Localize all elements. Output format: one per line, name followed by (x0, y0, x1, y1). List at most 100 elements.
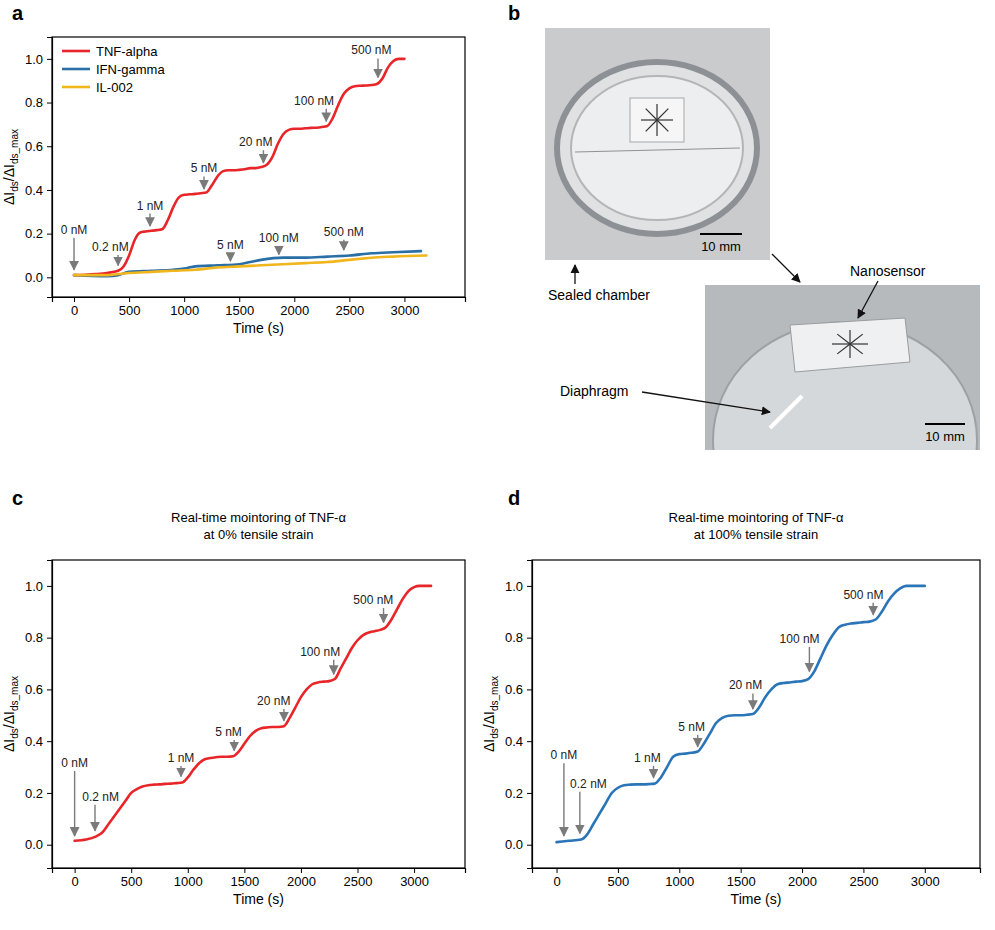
y-tick-label: 0.8 (505, 630, 523, 645)
panel: dReal-time mointoring of TNF-αat 100% te… (481, 487, 981, 907)
x-tick-label: 3000 (911, 874, 940, 889)
annotation-arrow (809, 647, 810, 672)
photo: 10 mm (545, 28, 770, 260)
x-axis-line (53, 298, 466, 303)
y-tick: 1.0 (505, 579, 532, 594)
y-axis-title-subscript: ds (9, 728, 20, 739)
x-tick-label: 500 (121, 874, 143, 889)
panel-label: b (508, 2, 520, 24)
x-tick-mark (557, 868, 558, 873)
x-tick-mark (414, 868, 415, 873)
sensor-electrode (837, 334, 850, 344)
photo-panel: b10 mm10 mmSealed chamberNanosensorDiaph… (508, 2, 980, 558)
x-axis-line (533, 869, 981, 874)
sensor-electrode (657, 109, 668, 120)
x-tick-label: 1000 (170, 303, 199, 318)
y-tick-label: 0.6 (25, 682, 43, 697)
x-tick-label: 500 (119, 303, 141, 318)
y-tick-mark (47, 741, 52, 742)
sensor-film (630, 98, 684, 142)
y-axis-title-part: /ΔI (1, 164, 17, 181)
annotation-arrow (263, 150, 264, 162)
y-tick-label: 0.4 (25, 183, 43, 198)
x-tick-label: 1000 (174, 874, 203, 889)
scale-bar-label: 10 mm (925, 429, 965, 444)
y-axis-title-part: /ΔI (1, 711, 17, 728)
y-tick: 0.0 (505, 837, 532, 852)
x-tick-mark (239, 297, 240, 302)
y-tick-mark (47, 689, 52, 690)
y-tick-label: 0.0 (25, 837, 43, 852)
annotations: 0 nM0.2 nM1 nM5 nM20 nM100 nM500 nM (61, 593, 393, 836)
annotation-arrow (203, 176, 204, 188)
legend-label: IL-002 (96, 80, 133, 95)
x-tick-label: 2000 (788, 874, 817, 889)
x-tick: 1000 (665, 868, 694, 889)
y-axis-title-part: ΔI (1, 192, 17, 205)
panel: cReal-time mointoring of TNF-αat 0% tens… (1, 487, 466, 907)
x-axis-title: Time (s) (233, 320, 284, 336)
callout-arrow (642, 392, 770, 412)
x-tick-label: 1500 (727, 874, 756, 889)
sensor-electrode (850, 334, 863, 344)
sensor-electrode (837, 344, 850, 354)
plot-frame (52, 560, 465, 868)
y-tick-mark (527, 586, 532, 587)
x-axis-title: Time (s) (233, 891, 284, 907)
x-tick-label: 2000 (280, 303, 309, 318)
y-tick-mark (47, 234, 52, 235)
annotation-arrow (377, 58, 378, 77)
x-tick-mark (75, 868, 76, 873)
annotation-arrow (94, 805, 95, 831)
y-tick: 0.0 (25, 270, 52, 285)
x-tick-mark (863, 868, 864, 873)
x-tick-mark (301, 868, 302, 873)
annotation-label: 100 nM (294, 94, 334, 108)
y-tick: 0.0 (25, 837, 52, 852)
y-axis-title-subscript: ds (489, 728, 500, 739)
x-tick-mark (925, 868, 926, 873)
plot-area (75, 586, 431, 841)
y-tick-mark (47, 277, 52, 278)
sensor-electrode (832, 343, 850, 344)
photo-callout: Nanosensor (850, 263, 926, 279)
y-axis-title: ΔIds/ΔIds_max (1, 129, 20, 205)
legend-label: IFN-gamma (96, 62, 165, 77)
y-tick-label: 0.4 (25, 734, 43, 749)
callout-arrow (858, 281, 878, 318)
panel-label: d (508, 487, 520, 509)
annotation-label: 500 nM (353, 593, 393, 607)
annotation-arrow (73, 238, 74, 270)
x-tick: 1000 (174, 868, 203, 889)
annotation-label: 0.2 nM (92, 240, 129, 254)
annotation-arrow (383, 608, 384, 622)
x-tick: 2000 (287, 868, 316, 889)
annotation-arrow (579, 792, 580, 834)
sensor-electrode (657, 119, 673, 120)
y-axis-line (527, 561, 533, 869)
y-tick-label: 0.4 (505, 734, 523, 749)
y-tick-label: 0.0 (25, 270, 43, 285)
x-axis: 050010001500200025003000 (53, 297, 466, 318)
y-tick: 0.4 (25, 183, 52, 198)
x-tick-mark (244, 868, 245, 873)
annotation-label: 1 nM (137, 199, 164, 213)
y-tick-label: 1.0 (25, 52, 43, 67)
annotation-arrow (283, 709, 284, 721)
x-tick-label: 2000 (287, 874, 316, 889)
annotations: 0 nM0.2 nM1 nM5 nM20 nM100 nM500 nM5 nM1… (61, 43, 392, 269)
annotation-arrow (752, 693, 753, 709)
annotation-arrow (697, 735, 698, 747)
annotation-arrow (653, 766, 654, 778)
annotation-arrow (149, 214, 150, 226)
y-axis: 0.00.20.40.60.81.0 (505, 561, 533, 869)
legend: TNF-alphaIFN-gammaIL-002 (62, 44, 165, 95)
y-axis-title-part: /ΔI (481, 711, 497, 728)
legend-swatch (62, 86, 90, 89)
y-axis-title-subscript: ds_max (489, 676, 500, 711)
y-tick-mark (47, 638, 52, 639)
y-tick: 0.4 (505, 734, 532, 749)
diaphragm-edge (770, 396, 802, 428)
x-tick-mark (188, 868, 189, 873)
scale-bar-label: 10 mm (701, 239, 741, 254)
